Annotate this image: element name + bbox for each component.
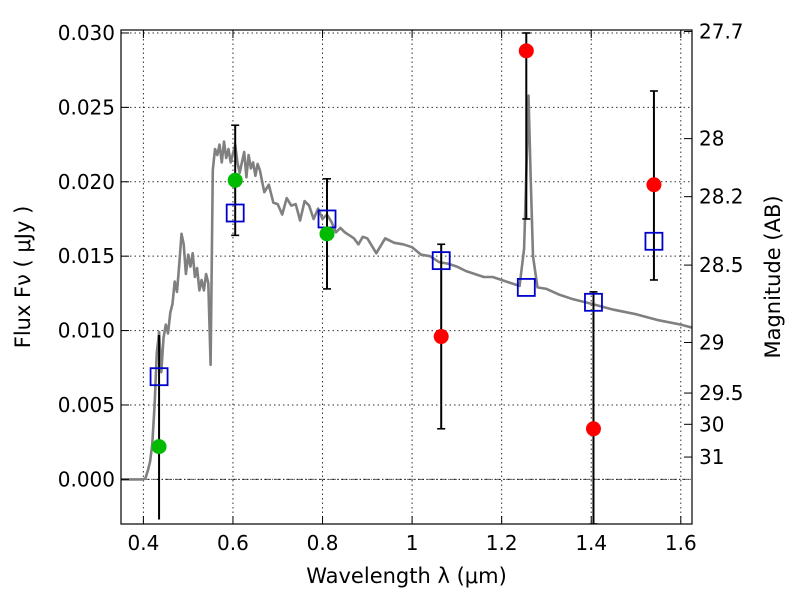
model-photometry-square (644, 231, 664, 251)
y-tick-label: 0.010 (58, 319, 115, 343)
x-tick-label: 0.4 (127, 531, 159, 555)
axis-ticks: 0.4 0.6 0.8 1 1.2 1.4 1.6 0.000 0.005 0.010 0.015 0… (58, 19, 744, 555)
y-tick-label: 0.025 (58, 95, 115, 119)
y2-tick-label: 30 (699, 412, 724, 436)
y-tick-label: 0.030 (58, 21, 115, 45)
grid-lines (121, 30, 692, 524)
model-photometry-square (431, 251, 451, 271)
model-photometry-square (225, 203, 245, 223)
model-photometry-square (149, 367, 169, 387)
model-photometry-square (584, 292, 603, 312)
y-axis-label: Flux Fν ( μJy ) (11, 206, 35, 349)
y-tick-label: 0.000 (58, 467, 115, 491)
y2-tick-label: 31 (699, 445, 724, 469)
y2-tick-label: 29.5 (699, 381, 744, 405)
plot-area (121, 32, 692, 524)
y2-tick-label: 29 (699, 330, 724, 354)
non-detection-point (646, 177, 662, 193)
detection-point (319, 226, 335, 242)
y-tick-label: 0.020 (58, 170, 115, 194)
y2-tick-label: 28.5 (699, 253, 744, 277)
x-tick-label: 1.4 (575, 531, 607, 555)
detection-point (151, 439, 167, 455)
x-tick-label: 0.6 (217, 531, 249, 555)
non-detection-point (518, 43, 534, 59)
x-tick-label: 1 (406, 531, 419, 555)
model-photometry-square (516, 278, 536, 297)
plot-frame (120, 29, 693, 525)
detection-point (227, 172, 243, 188)
model-spectrum-line (121, 94, 692, 481)
non-detection-point (585, 421, 601, 437)
x-tick-label: 0.8 (307, 531, 339, 555)
y-tick-label: 0.015 (58, 244, 115, 268)
non-detection-point (433, 329, 449, 345)
x-axis-label: Wavelength λ (μm) (306, 564, 507, 588)
y-tick-label: 0.005 (58, 393, 115, 417)
x-tick-label: 1.6 (665, 531, 697, 555)
y2-axis-label: Magnitude (AB) (761, 195, 785, 358)
y2-tick-label: 28.2 (699, 185, 744, 209)
y2-tick-label: 27.7 (699, 19, 744, 43)
x-tick-label: 1.2 (486, 531, 518, 555)
y2-tick-label: 28 (699, 127, 724, 151)
